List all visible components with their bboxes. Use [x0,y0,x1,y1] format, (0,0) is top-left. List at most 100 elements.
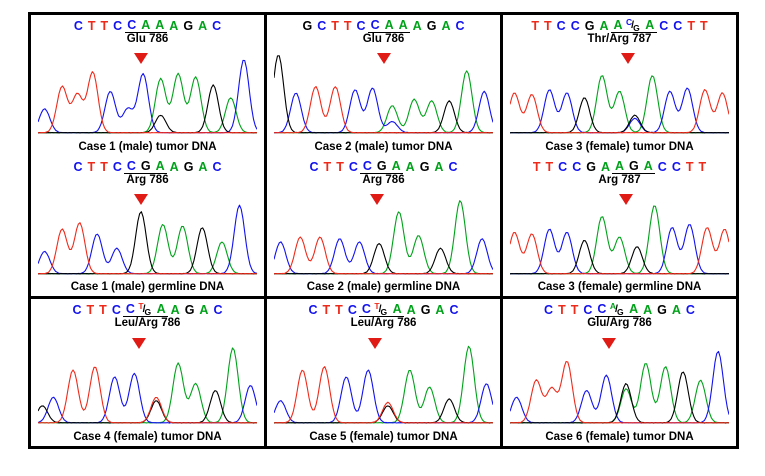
base-letter: C [558,159,568,174]
chromatogram-panel: C T T C C G A A G A C Arg 786 Case 1 (male) germline… [31,156,264,297]
trace-channel-C [274,370,493,423]
trace-area [38,330,257,429]
base-letter: T [343,19,352,33]
codon-label: Leu/Arg 786 [350,317,417,329]
base-letter: C [309,159,319,174]
base-letter: A [441,19,451,33]
base-letter: A [600,159,610,174]
trace-channel-C [510,88,729,133]
mutation-arrow-marker [133,53,148,65]
trace-channel-A [274,71,493,133]
base-letter: A [642,18,657,33]
base-letter: A [389,159,404,174]
base-letter: C [570,19,580,33]
mutation-arrow-marker [621,53,636,65]
base-letter: C [673,19,683,33]
base-letter: T [335,303,343,317]
case-6-cell: C T T C C A/G A A G A C Glu/Arg 786 Case 6 (female) … [500,299,736,446]
base-numerator: T [374,300,380,311]
trace-channel-C [510,351,729,423]
base-letter: G [584,19,595,33]
panel-caption: Case 6 (female) tumor DNA [545,431,694,443]
panel-caption: Case 1 (male) tumor DNA [78,140,217,153]
trace-channel-T [274,367,493,423]
base-letter: A [169,19,179,33]
trace-area [510,46,729,139]
base-letter: A [412,19,422,33]
trace-area [38,187,257,280]
trace-channel-A [38,348,257,423]
chromatogram-panel: G C T T C C A A A G A C Glu 786 Case 2 (male) tumor D… [267,15,500,156]
codon-label: Leu/Arg 786 [114,317,181,329]
base-letter: C [347,303,357,317]
base-letter: G [302,19,313,33]
trace-area [274,46,493,139]
chromatogram-panel: C T T C C G A A G A C Arg 786 Case 2 (male) germline… [267,156,500,297]
panel-caption: Case 5 (female) tumor DNA [309,431,458,443]
codon-label: Glu 786 [126,33,169,45]
base-letter: T [570,303,579,317]
trace-area [510,187,729,280]
base-letter: G [426,19,437,33]
base-letter: A [643,303,653,317]
base-letter: T [558,303,566,317]
trace-area [274,330,493,429]
base-letter: A [153,159,168,174]
base-letter: A [641,159,656,174]
trace-channel-T [510,90,729,133]
base-letter: C [348,159,358,174]
sequence-line: C T T C C T/G A A G A C [272,300,495,317]
base-letter: T [322,303,331,317]
codon-label: Glu/Arg 786 [587,317,652,329]
base-letter: C [213,303,223,317]
trace-channel-T [38,367,257,423]
base-letter: T [87,19,96,33]
base-slash: / [142,303,146,315]
trace-channel-T [510,227,729,273]
trace-channel-G [510,372,729,423]
base-letter: G [626,159,642,174]
base-letter: C [657,159,667,174]
chromatogram-panel: C T T C C T/G A A G A C Leu/Arg 786 Case 4 (female) … [31,299,264,446]
base-letter: C [73,19,83,33]
base-letter: C [572,159,582,174]
base-letter: G [183,159,194,174]
sequence-line: T T C C G A A C/G A C C T T [508,17,731,33]
heterozygous-base: C/G [625,17,643,33]
base-letter: T [699,19,708,33]
trace-channel-G [38,85,257,133]
base-letter: G [419,159,430,174]
base-letter: A [382,18,397,33]
base-letter: A [396,18,411,33]
base-letter: C [360,159,375,174]
base-letter: G [138,159,154,174]
case-4-cell: C T T C C T/G A A G A C Leu/Arg 786 Case 4 (female) … [31,299,264,446]
base-letter: T [698,159,707,174]
base-letter: A [434,159,444,174]
base-letter: A [152,18,167,33]
panel-caption: Case 3 (female) germline DNA [537,281,702,293]
base-letter: C [113,19,123,33]
base-letter: T [331,19,339,33]
base-letter: A [154,302,169,317]
base-letter: G [183,19,194,33]
trace-area [38,46,257,139]
base-letter: T [100,19,109,33]
trace-area [510,330,729,429]
base-denominator: G [144,306,152,317]
base-letter: G [184,303,195,317]
codon-label: Arg 786 [362,173,405,186]
trace-channel-A [510,206,729,274]
chromatogram-panel: C T T C C A A A G A C Glu 786 Case 1 (male) tumor DN… [31,15,264,156]
mutation-arrow-marker [131,337,146,349]
trace-channel-C [510,224,729,273]
base-letter: T [99,303,107,317]
base-letter: C [583,303,593,317]
base-letter: C [73,159,83,174]
base-letter: C [72,303,82,317]
mutation-arrow-marker [367,337,382,349]
codon-label: Arg 786 [126,173,169,186]
base-letter: A [612,159,627,174]
